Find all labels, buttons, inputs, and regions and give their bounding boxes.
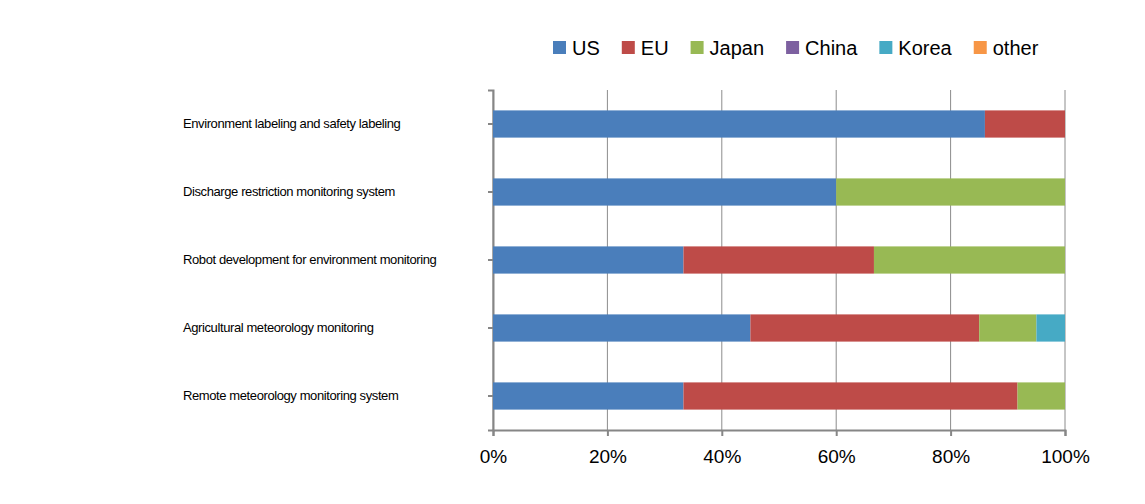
tick (488, 260, 493, 261)
legend-label: Japan (710, 37, 765, 59)
bar (985, 110, 1065, 137)
tick-mark (1065, 430, 1067, 436)
legend-label: Korea (898, 37, 952, 59)
bar (683, 246, 873, 273)
bar (1065, 110, 1066, 137)
tick (488, 328, 493, 329)
tick-mark (488, 259, 493, 261)
legend-swatch (974, 41, 987, 54)
legend-item: EU (622, 37, 669, 59)
bar (836, 178, 1065, 205)
bar (1065, 382, 1066, 409)
bar (493, 246, 683, 273)
bar (1065, 110, 1066, 137)
tick: 40% (703, 430, 741, 467)
tick (488, 192, 493, 193)
bar (1018, 382, 1065, 409)
tick-mark (488, 395, 493, 397)
category-label: Environment labeling and safety labeling (183, 116, 401, 131)
bar (1065, 110, 1066, 137)
category-label: Agricultural meteorology monitoring (183, 320, 374, 335)
tick-label: 40% (703, 446, 741, 467)
tick (488, 124, 493, 125)
legend-item: Korea (879, 37, 952, 59)
tick-label: 80% (932, 446, 970, 467)
bar (1065, 110, 1066, 137)
tick: 0% (480, 430, 508, 467)
legend-swatch (786, 41, 799, 54)
axis-line (488, 91, 494, 431)
bar (1065, 246, 1066, 273)
tick-mark (488, 191, 493, 193)
bar (1065, 178, 1066, 205)
legend-label: US (572, 37, 600, 59)
bar (1065, 178, 1066, 205)
tick-mark (488, 327, 493, 329)
grid (493, 90, 1065, 430)
legend-label: other (993, 37, 1039, 59)
bar (493, 382, 683, 409)
bar (874, 246, 1065, 273)
y-axis (488, 91, 494, 431)
legend-swatch (622, 41, 635, 54)
tick: 80% (932, 430, 970, 467)
bar (1065, 382, 1066, 409)
tick-mark (721, 430, 723, 436)
tick-mark (836, 430, 838, 436)
plot: 0% 20% 40% 60% 80% 100% (480, 90, 1090, 467)
bar (493, 178, 836, 205)
tick: 100% (1041, 430, 1090, 467)
bar (1036, 314, 1065, 341)
bar (493, 110, 985, 137)
tick: 60% (818, 430, 856, 467)
tick (488, 396, 493, 397)
tick-mark (950, 430, 952, 436)
bar (683, 382, 1017, 409)
legend-label: EU (641, 37, 669, 59)
axis-line (494, 431, 1066, 437)
category-label: Remote meteorology monitoring system (183, 388, 398, 403)
bar (1065, 246, 1066, 273)
legend-item: other (974, 37, 1039, 59)
chart: 0% 20% 40% 60% 80% 100% Environment labeling a… (0, 0, 1145, 504)
category-label: Discharge restriction monitoring system (183, 184, 395, 199)
bar (750, 314, 979, 341)
bar (493, 314, 750, 341)
category-label: Robot development for environment monito… (183, 252, 437, 267)
legend-swatch (691, 41, 704, 54)
tick: 20% (589, 430, 627, 467)
tick-mark (488, 123, 493, 125)
bar (1065, 382, 1066, 409)
tick-label: 0% (480, 446, 508, 467)
legend-swatch (879, 41, 892, 54)
legend-swatch (553, 41, 566, 54)
legend-item: China (786, 37, 858, 59)
bar (1065, 178, 1066, 205)
legend-label: China (805, 37, 858, 59)
bars (493, 110, 1065, 409)
tick-label: 100% (1041, 446, 1090, 467)
bar (979, 314, 1036, 341)
bar (1065, 314, 1066, 341)
tick-mark (607, 430, 609, 436)
legend-item: US (553, 37, 600, 59)
tick-label: 20% (589, 446, 627, 467)
legend-item: Japan (691, 37, 765, 59)
x-axis: 0% 20% 40% 60% 80% 100% (480, 430, 1090, 467)
legend: US EU Japan China Korea other (553, 37, 1039, 59)
tick-label: 60% (818, 446, 856, 467)
bar (1065, 246, 1066, 273)
